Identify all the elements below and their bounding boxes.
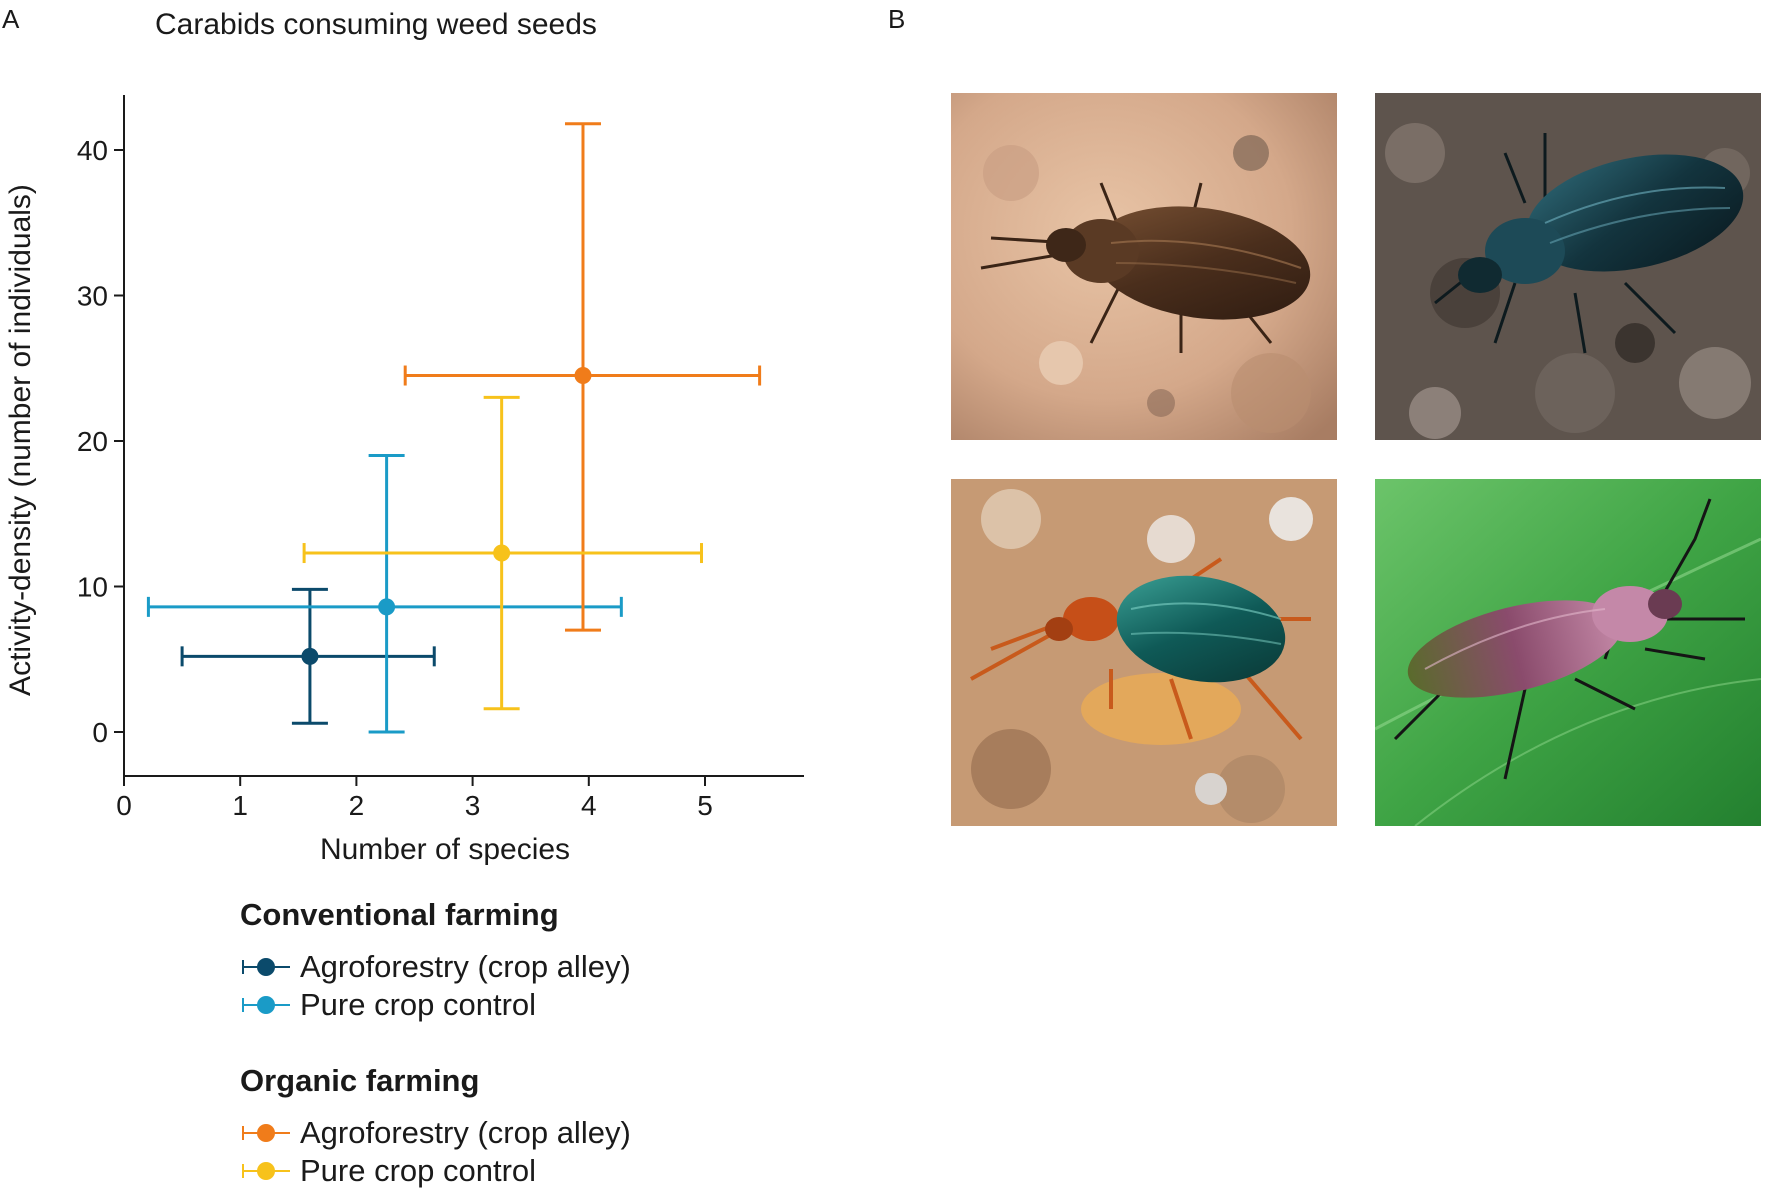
x-tick-label: 0 <box>116 790 132 821</box>
series-3-errorbar <box>302 395 704 711</box>
legend-marker <box>240 1161 292 1181</box>
legend-marker <box>240 1123 292 1143</box>
scatter-chart: 0 1 2 3 4 5 0 10 20 30 40 Number of species Activi… <box>4 95 804 866</box>
beetle-photo-bronze <box>951 93 1337 440</box>
x-tick-label: 1 <box>232 790 248 821</box>
x-tick-label: 3 <box>465 790 481 821</box>
y-tick-label: 10 <box>77 572 108 603</box>
beetle-photo-blue-black <box>1375 93 1761 440</box>
data-series <box>146 122 762 734</box>
legend-item-conventional-pure-crop: Pure crop control <box>240 985 536 1025</box>
x-axis-title: Number of species <box>320 833 570 866</box>
legend-item-conventional-agroforestry: Agroforestry (crop alley) <box>240 947 631 987</box>
legend-heading-conventional: Conventional farming <box>240 897 559 932</box>
data-point <box>301 647 319 665</box>
legend-item-organic-agroforestry: Agroforestry (crop alley) <box>240 1113 631 1153</box>
legend-marker <box>240 957 292 977</box>
legend-heading-organic: Organic farming <box>240 1063 480 1098</box>
data-point <box>574 367 592 385</box>
x-tick-label: 2 <box>349 790 365 821</box>
data-point <box>378 598 396 616</box>
y-tick-label: 40 <box>77 135 108 166</box>
legend-marker <box>240 995 292 1015</box>
legend-label: Agroforestry (crop alley) <box>300 1115 631 1150</box>
legend-label: Pure crop control <box>300 987 537 1022</box>
data-point <box>493 544 511 562</box>
panel-label-b: B <box>888 4 906 34</box>
beetle-photo-purple-on-leaf <box>1375 479 1761 826</box>
y-tick-label: 0 <box>92 717 108 748</box>
panel-label-a: A <box>2 4 20 34</box>
legend-label: Agroforestry (crop alley) <box>300 949 631 984</box>
y-tick-label: 30 <box>77 281 108 312</box>
legend-item-organic-pure-crop: Pure crop control <box>240 1151 536 1191</box>
series-0-errorbar <box>180 587 436 725</box>
y-tick-label: 20 <box>77 426 108 457</box>
axis-ticks: 0 1 2 3 4 5 0 10 20 30 40 <box>77 135 713 821</box>
beetle-photo-green-with-seed <box>951 479 1337 826</box>
x-tick-label: 5 <box>697 790 713 821</box>
series-1-errorbar <box>146 454 623 734</box>
y-axis-title: Activity-density (number of individuals) <box>4 184 37 696</box>
legend-label: Pure crop control <box>300 1153 537 1188</box>
chart-title: Carabids consuming weed seeds <box>155 8 597 41</box>
series-2-errorbar <box>403 122 762 632</box>
x-tick-label: 4 <box>581 790 597 821</box>
